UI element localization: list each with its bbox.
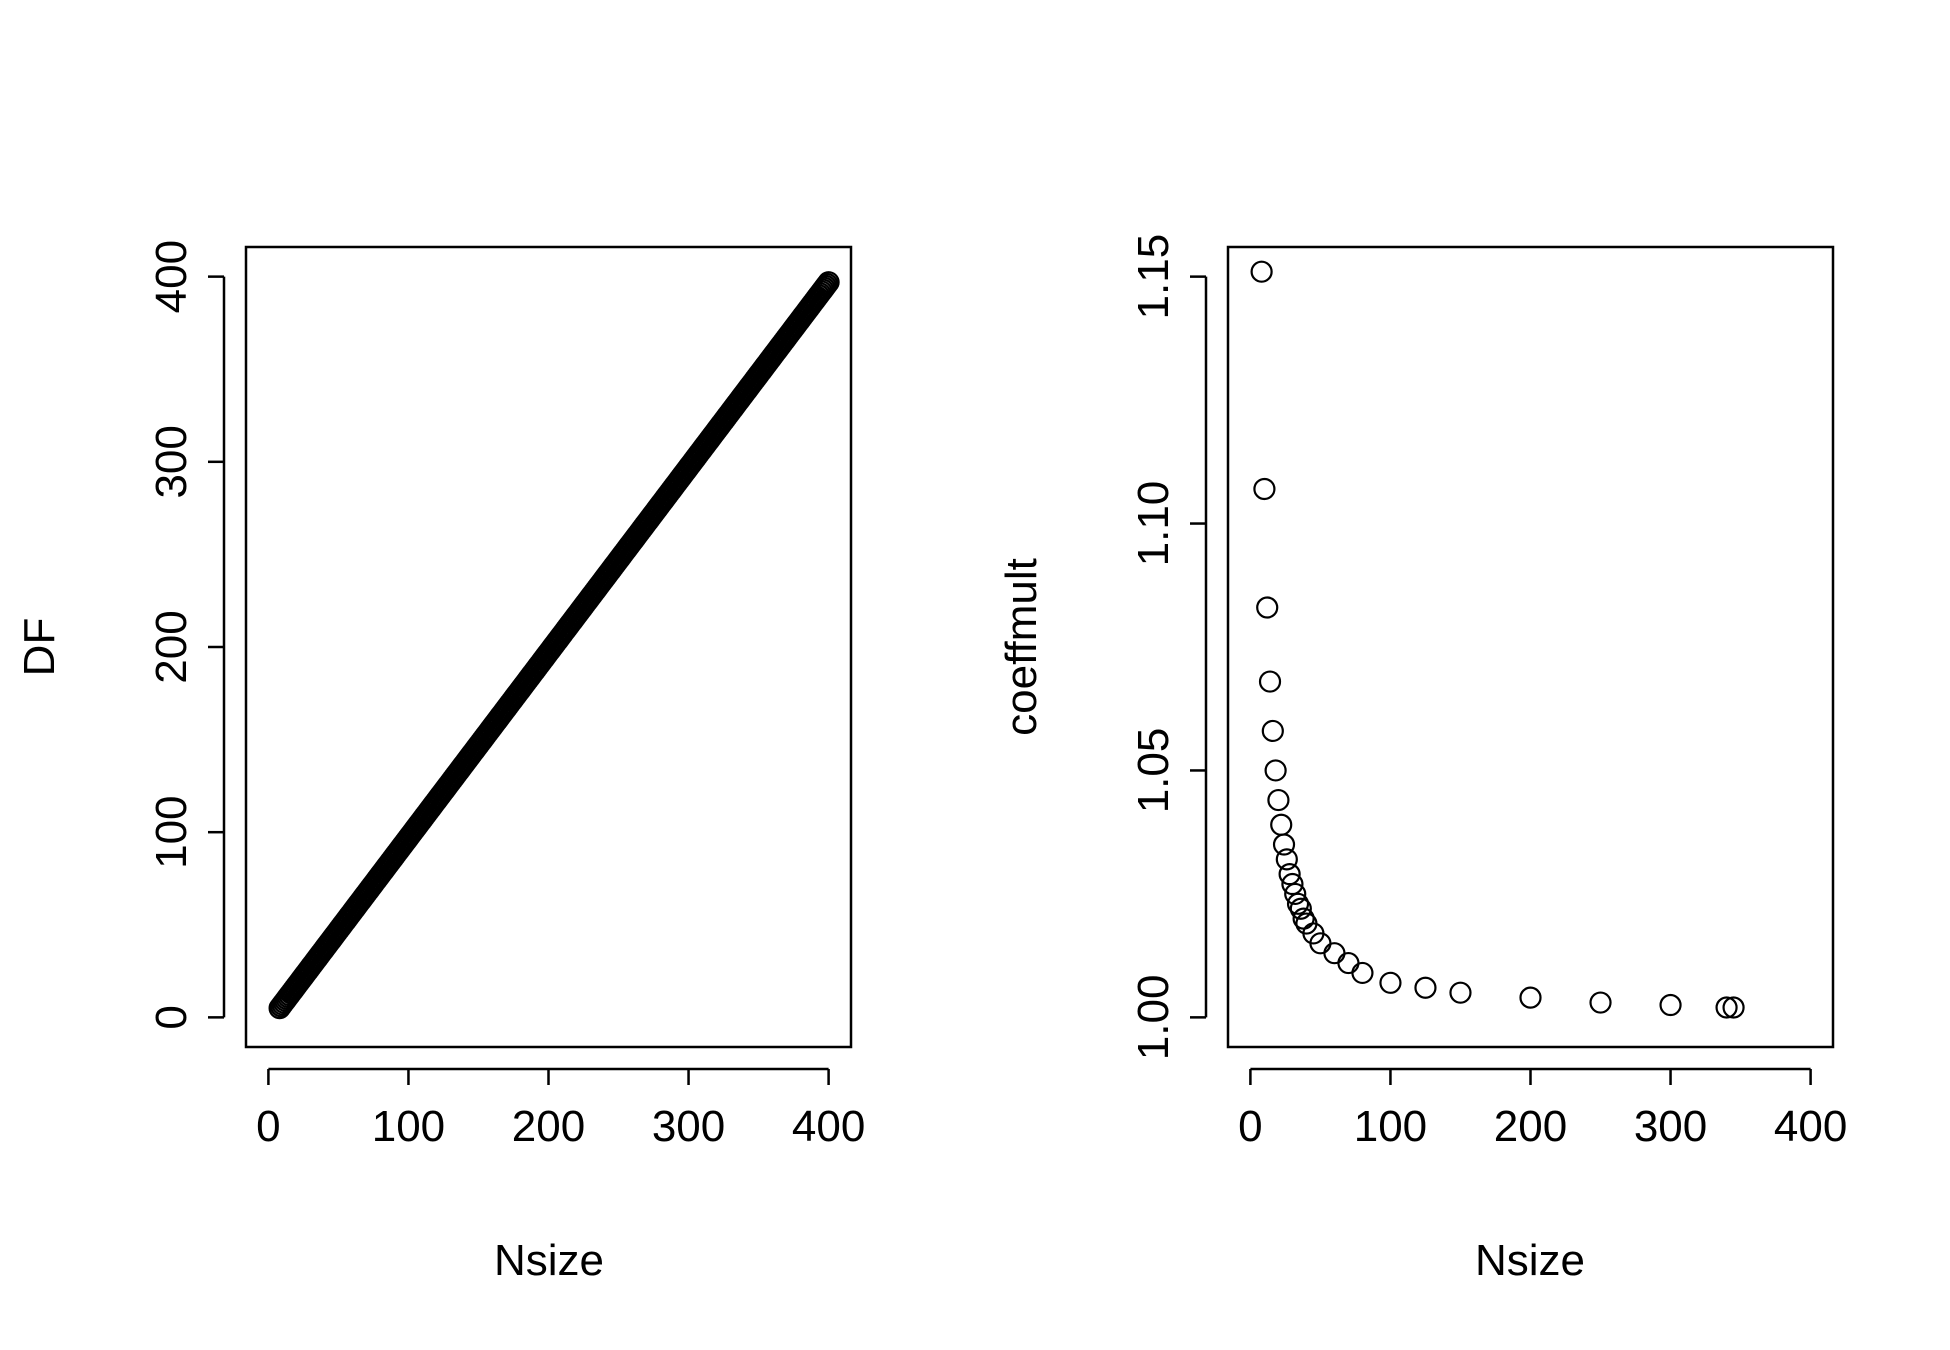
right-y-tick-label: 1.15 <box>1129 234 1178 320</box>
right-y-axis-title: coeffmult <box>997 558 1046 736</box>
right-data-point <box>1253 477 1276 501</box>
right-data-point <box>1264 759 1287 782</box>
left-y-tick-label: 400 <box>147 240 196 313</box>
right-x-axis: 0 100 200 300 400 <box>1238 1067 1847 1151</box>
right-data-point <box>1519 986 1542 1009</box>
right-data-point <box>1379 971 1402 994</box>
right-plot-frame <box>1226 245 1835 1049</box>
right-data-point <box>1284 882 1307 906</box>
left-y-axis: 0 100 200 300 400 <box>147 240 226 1030</box>
right-data-point <box>1659 993 1682 1017</box>
right-data-point <box>1281 872 1304 896</box>
left-x-tick-label: 0 <box>256 1102 280 1151</box>
right-data-point <box>1261 719 1284 743</box>
right-data-point <box>1250 260 1273 283</box>
right-data-point <box>1267 788 1290 812</box>
right-data-point <box>1722 996 1745 1019</box>
left-y-tick-label: 300 <box>147 425 196 498</box>
right-data-point <box>1449 981 1472 1004</box>
left-x-tick-label: 400 <box>792 1102 865 1151</box>
right-data-point <box>1272 833 1296 856</box>
left-x-tick-label: 200 <box>512 1102 585 1151</box>
right-data-point <box>1289 897 1312 920</box>
left-x-axis-title: Nsize <box>494 1236 604 1285</box>
left-data-point <box>813 276 836 299</box>
left-x-tick-label: 100 <box>372 1102 445 1151</box>
right-x-axis-title: Nsize <box>1475 1236 1585 1285</box>
right-data-points <box>1250 260 1745 1019</box>
right-data-point <box>1589 991 1612 1014</box>
left-y-tick-label: 200 <box>147 610 196 683</box>
left-y-tick-label: 0 <box>147 1005 196 1029</box>
left-data-point <box>814 274 837 297</box>
right-data-point <box>1351 961 1374 985</box>
left-y-axis-title: DF <box>15 618 64 677</box>
right-data-point <box>1278 863 1301 886</box>
left-chart-panel: 0 100 200 300 400 0 100 200 300 400 Nsize DF <box>15 240 865 1285</box>
right-x-tick-label: 100 <box>1354 1102 1427 1151</box>
right-y-tick-label: 1.00 <box>1129 975 1178 1061</box>
right-data-point <box>1258 670 1282 693</box>
left-data-point <box>811 278 835 301</box>
right-data-point <box>1414 976 1437 999</box>
right-y-axis: 1.00 1.05 1.10 1.15 <box>1129 234 1208 1061</box>
right-chart-panel: 0 100 200 300 400 1.00 1.05 1.10 1.15 Nsize coe… <box>997 234 1847 1285</box>
left-data-points <box>268 271 840 1020</box>
right-x-tick-label: 0 <box>1238 1102 1262 1151</box>
right-y-tick-label: 1.05 <box>1129 728 1178 814</box>
right-data-point <box>1286 892 1310 915</box>
right-x-tick-label: 400 <box>1774 1102 1847 1151</box>
right-x-tick-label: 200 <box>1494 1102 1567 1151</box>
right-y-tick-label: 1.10 <box>1129 481 1178 567</box>
right-data-point <box>1256 596 1279 619</box>
left-plot-frame <box>244 245 853 1049</box>
left-x-axis: 0 100 200 300 400 <box>256 1067 865 1151</box>
left-x-tick-label: 300 <box>652 1102 725 1151</box>
right-data-point <box>1275 848 1298 871</box>
right-data-point <box>1715 996 1738 1019</box>
left-data-point <box>816 272 839 296</box>
left-data-point <box>817 271 840 294</box>
left-y-tick-label: 100 <box>147 795 196 868</box>
right-x-tick-label: 300 <box>1634 1102 1707 1151</box>
